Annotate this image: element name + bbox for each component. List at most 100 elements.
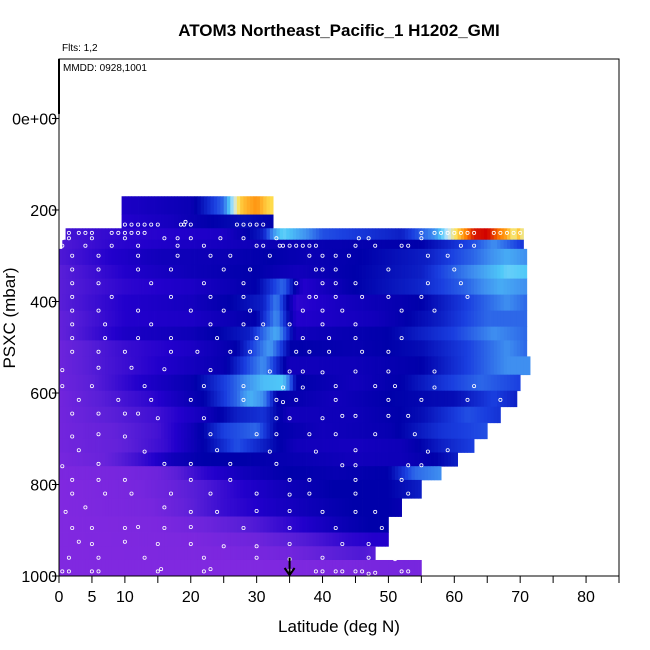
heatmap-cell [207,406,211,424]
heatmap-cell [483,422,488,440]
heatmap-cell [286,340,290,357]
heatmap-cell [325,390,330,408]
heatmap-cell [227,422,231,440]
heatmap-cell [289,479,294,499]
heatmap-cell [82,374,86,392]
heatmap-cell [365,479,370,499]
heatmap-cell [286,546,290,561]
heatmap-cell [101,422,106,440]
heatmap-cell [134,310,139,328]
heatmap-cell [164,546,169,561]
heatmap-cell [418,294,422,312]
heatmap-cell [276,546,281,561]
heatmap-cell [520,264,524,280]
heatmap-cell [250,516,254,533]
heatmap-cell [427,310,432,328]
heatmap-cell [460,390,465,408]
heatmap-cell [329,498,333,517]
heatmap-cell [279,422,284,440]
heatmap-cell [115,310,119,328]
heatmap-cell [259,422,264,440]
heatmap-cell [483,390,488,408]
heatmap-cell [388,356,393,376]
heatmap-cell [355,340,360,357]
heatmap-cell [194,466,198,481]
data-point [76,448,81,453]
heatmap-cell [385,498,389,517]
heatmap-cell [263,546,267,561]
heatmap-cell [358,498,363,517]
heatmap-cell [138,214,142,229]
heatmap-cell [75,239,80,250]
heatmap-cell [118,239,122,250]
heatmap-cell [299,438,304,453]
heatmap-cell [487,278,491,296]
heatmap-cell [164,278,169,296]
heatmap-cell [375,228,379,241]
heatmap-cell [223,239,228,250]
data-point [175,236,180,241]
heatmap-cell [493,356,498,376]
heatmap-cell [427,278,432,296]
heatmap-cell [273,559,277,577]
data-point [201,384,206,389]
heatmap-cell [408,356,412,376]
heatmap-cell [91,248,96,266]
heatmap-cell [513,228,518,241]
heatmap-cell [269,214,274,229]
heatmap-cell [437,278,442,296]
heatmap-cell [315,466,320,481]
heatmap-cell [500,340,505,357]
heatmap-cell [421,340,426,357]
heatmap-cell [358,340,363,357]
heatmap-cell [223,248,228,266]
heatmap-cell [325,310,330,328]
heatmap-cell [388,498,393,517]
heatmap-cell [217,228,221,241]
heatmap-cell [171,340,175,357]
heatmap-cell [431,466,435,481]
heatmap-cell [95,516,99,533]
heatmap-cell [302,248,307,266]
heatmap-cell [184,479,188,499]
heatmap-cell [493,406,498,424]
heatmap-cell [82,452,86,467]
heatmap-cell [111,326,116,341]
heatmap-cell [388,438,393,453]
heatmap-cell [371,479,376,499]
heatmap-cell [151,452,155,467]
heatmap-cell [431,310,435,328]
heatmap-cell [444,340,449,357]
heatmap-cell [269,406,274,424]
heatmap-band [59,356,531,376]
heatmap-cell [477,326,482,341]
heatmap-cell [460,438,465,453]
heatmap-cell [171,559,175,577]
heatmap-cell [256,248,261,266]
heatmap-cell [365,546,370,561]
heatmap-cell [411,294,416,312]
heatmap-cell [520,310,524,328]
heatmap-cell [227,479,231,499]
heatmap-cell [256,452,261,467]
heatmap-cell [124,466,129,481]
heatmap-cell [141,278,146,296]
heatmap-cell [210,498,215,517]
heatmap-cell [177,239,182,250]
heatmap-cell [302,310,307,328]
heatmap-cell [289,466,294,481]
heatmap-cell [203,479,208,499]
heatmap-cell [128,239,132,250]
heatmap-cell [421,248,426,266]
heatmap-cell [395,239,399,250]
heatmap-cell [368,479,373,499]
heatmap-cell [451,356,455,376]
heatmap-cell [470,374,475,392]
heatmap-cell [467,278,472,296]
heatmap-cell [91,310,96,328]
heatmap-cell [78,278,83,296]
data-point [241,222,246,227]
heatmap-cell [131,546,136,561]
heatmap-cell [180,248,185,266]
heatmap-cell [352,326,356,341]
